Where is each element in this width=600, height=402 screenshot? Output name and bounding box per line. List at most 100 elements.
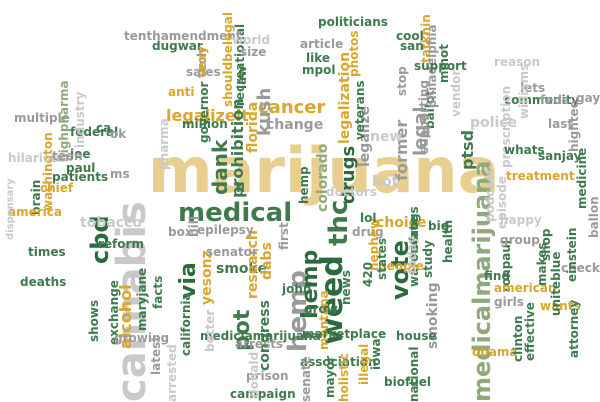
- cloud-word: dank: [208, 139, 232, 195]
- cloud-word: research: [245, 230, 261, 299]
- cloud-word: fl: [236, 181, 245, 195]
- cloud-word: tobacco: [80, 215, 142, 231]
- cloud-word: politicians: [318, 15, 388, 29]
- cloud-word: news: [339, 270, 353, 305]
- cloud-word: holistic: [337, 352, 351, 402]
- cloud-word: better: [203, 309, 217, 352]
- cloud-word: 420: [361, 261, 375, 287]
- cloud-word: joe: [70, 147, 91, 161]
- cloud-word: association: [300, 355, 377, 369]
- cloud-word: study: [421, 240, 435, 278]
- cloud-word: federal: [70, 125, 119, 139]
- cloud-word: chief: [40, 181, 74, 195]
- cloud-word: einstein: [565, 227, 579, 282]
- cloud-word: legalizeit: [166, 106, 249, 125]
- cloud-word: american: [494, 281, 557, 295]
- cloud-word: today: [405, 235, 419, 274]
- cloud-word: cancer: [258, 97, 326, 118]
- cloud-word: last: [548, 117, 574, 131]
- cloud-word: dispensary: [5, 178, 16, 240]
- cloud-word: support: [414, 59, 467, 73]
- cloud-word: anti: [168, 85, 195, 99]
- cloud-word: america: [8, 205, 62, 219]
- cloud-word: group: [500, 233, 540, 247]
- cloud-word: like: [306, 51, 331, 65]
- cloud-word: feds: [540, 93, 570, 107]
- cloud-word: patients: [52, 170, 109, 184]
- cloud-word: people: [378, 259, 424, 273]
- cloud-word: arrested: [165, 344, 179, 402]
- cloud-word: ok: [110, 127, 127, 141]
- cloud-word: industry: [73, 91, 87, 148]
- cloud-word: multiple: [14, 111, 70, 125]
- cloud-word: governor: [197, 81, 211, 143]
- cloud-word: choice: [376, 215, 427, 231]
- cloud-word: deaths: [20, 275, 67, 289]
- cloud-word: box: [168, 225, 193, 239]
- cloud-word: whats: [504, 143, 545, 157]
- cloud-word: world: [232, 33, 270, 47]
- cloud-word: smoke: [216, 261, 267, 277]
- cloud-word: cool: [396, 29, 424, 43]
- cloud-word: hot: [372, 174, 399, 190]
- cloud-word: girls: [494, 295, 524, 309]
- cloud-word: attorney: [567, 299, 581, 358]
- cloud-word: ptsd: [458, 129, 477, 170]
- cloud-word: california: [179, 292, 193, 356]
- cloud-word: find: [484, 269, 511, 283]
- cloud-word: john: [282, 282, 312, 296]
- cloud-word: law: [235, 65, 249, 89]
- cloud-word: obama: [472, 345, 518, 359]
- cloud-word: campaign: [230, 387, 296, 401]
- cloud-word: senate: [299, 356, 313, 402]
- cloud-word: times: [28, 245, 66, 259]
- cloud-word: lol: [360, 211, 377, 225]
- cloud-word: illegal: [357, 343, 371, 385]
- cloud-word: veterans: [353, 80, 367, 140]
- cloud-word: drug: [352, 225, 384, 239]
- cloud-word: washington: [41, 132, 55, 211]
- cloud-word: growing: [114, 331, 170, 345]
- cloud-word: ballon: [587, 196, 600, 238]
- cloud-word: big: [428, 219, 450, 233]
- cloud-word: community: [504, 93, 580, 107]
- cloud-word: shows: [87, 299, 101, 342]
- cloud-word: maryjane: [135, 267, 149, 331]
- cloud-word: donald: [247, 351, 261, 398]
- cloud-word: dabs: [259, 242, 275, 280]
- cloud-word: happy: [500, 213, 542, 227]
- cloud-word: bill: [187, 216, 201, 237]
- cloud-word: article: [300, 37, 344, 51]
- cloud-word: house: [396, 329, 437, 343]
- cloud-word: ca: [96, 121, 112, 135]
- cloud-word: first: [277, 222, 291, 250]
- cloud-word: colorado: [315, 143, 331, 212]
- cloud-word: mediclamarijuana: [200, 329, 321, 343]
- cloud-word: arrests: [235, 337, 284, 351]
- cloud-word: sexy: [195, 46, 209, 77]
- cloud-word: facts: [151, 275, 165, 309]
- cloud-word: shouldbelegal: [221, 12, 235, 107]
- cloud-word: police: [470, 115, 518, 131]
- cloud-word: tenthamendment: [124, 29, 242, 43]
- cloud-word: reform: [98, 237, 144, 251]
- cloud-word: grow: [304, 302, 338, 316]
- cloud-word: sanjay: [538, 149, 582, 163]
- cloud-word: ms: [110, 167, 130, 181]
- cloud-word: epilepsy: [197, 223, 254, 237]
- cloud-word: uniteblue: [549, 251, 563, 316]
- cloud-word: teen: [52, 149, 83, 163]
- cloud-word: montana: [317, 290, 331, 350]
- cloud-word: san: [400, 39, 424, 53]
- cloud-word: biofuel: [384, 375, 431, 389]
- cloud-word: stop: [395, 66, 409, 96]
- cloud-word: hilarious: [8, 151, 67, 165]
- cloud-word: pharma: [157, 118, 171, 170]
- cloud-word: national: [407, 346, 421, 402]
- cloud-word: latest: [149, 336, 163, 375]
- cloud-word: doctors: [326, 185, 377, 199]
- cloud-word: change: [266, 117, 324, 133]
- cloud-word: makes: [535, 242, 549, 286]
- cloud-word: photos: [347, 30, 361, 78]
